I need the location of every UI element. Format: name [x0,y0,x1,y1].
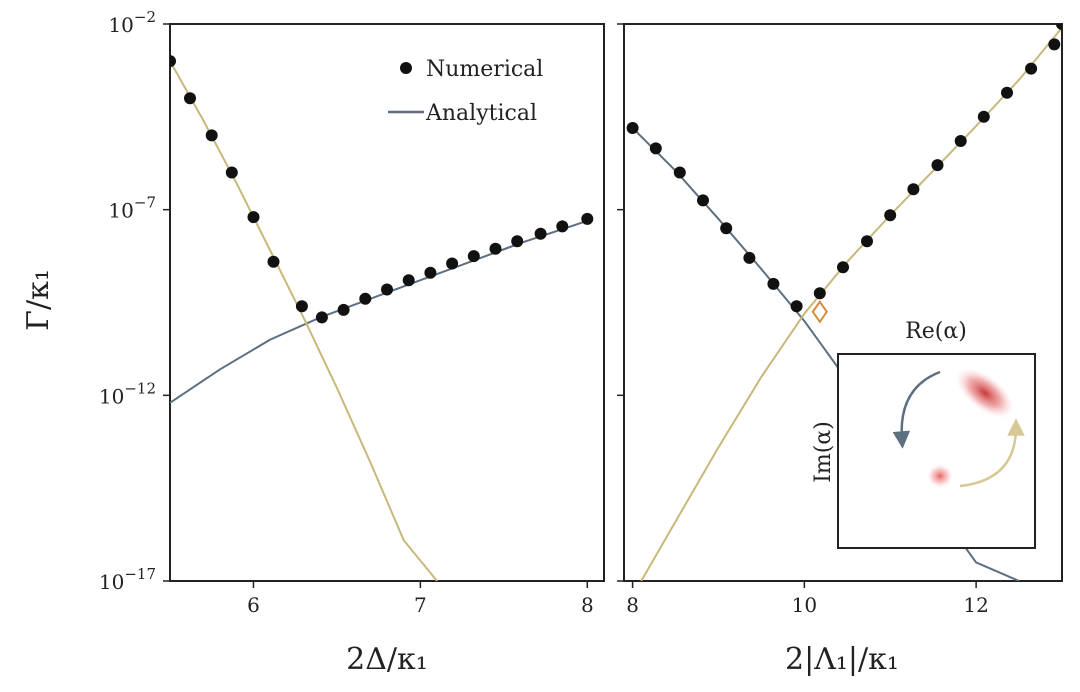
left-x-tick-label: 6 [247,593,260,617]
right-data-point [884,209,897,222]
left-data-point [315,311,328,324]
inset-arrow-tan [959,418,1025,488]
legend-numerical-marker [400,62,412,74]
right-data-point [931,159,944,172]
right-panel: 8 10 12 2|Λ₁|/κ₁ [617,23,1063,677]
inset-y-label: Im(α) [811,421,836,483]
right-data-point [861,235,873,248]
right-data-point [1048,38,1061,51]
right-data-point [720,222,733,235]
left-data-point [467,250,480,263]
y-tick-label: 10−17 [99,565,156,594]
left-data-point [424,266,437,279]
right-data-point [790,300,803,313]
left-data-point [170,55,176,68]
right-x-tick-label: 10 [792,593,817,617]
left-data-point [402,274,415,287]
inset-lobe-upper [956,368,1014,418]
left-data-point [359,292,372,305]
inset: Re(α) Im(α) [811,319,1036,549]
y-tick-label: 10−2 [108,8,156,37]
legend-analytical-label: Analytical [425,101,537,126]
inset-lobe-lower [927,464,953,488]
right-data-point [626,122,639,134]
left-data-point [446,257,459,270]
left-data-point [581,212,594,225]
right-x-axis-label: 2|Λ₁|/κ₁ [785,642,899,677]
y-axis-label: Γ/κ₁ [21,269,56,331]
left-panel: 6 7 8 10−2 10−7 10−12 10−17 2Δ/κ₁ Numerical An… [99,8,605,677]
left-data-point [381,283,393,296]
legend: Numerical Analytical [388,57,543,126]
left-data-point [489,242,502,255]
left-curve-slate [170,219,588,404]
right-data-point [1025,62,1038,75]
left-data-point [295,300,308,313]
inset-frame [837,353,1036,549]
left-curve-tan [170,60,438,581]
left-data-point [267,255,280,268]
left-data-point [247,211,260,224]
inset-x-label: Re(α) [905,319,967,344]
right-x-tick-label: 8 [626,593,639,617]
right-data-point [907,183,920,196]
right-crossing-marker [811,300,829,324]
right-data-point [649,142,662,155]
left-data-point [184,92,196,105]
right-data-point [1056,24,1062,30]
left-data-point [225,166,238,179]
right-data-point [697,194,709,207]
inset-arrow-slate [892,370,941,449]
left-data-point [205,129,218,142]
right-data-point [767,277,780,290]
y-tick-label: 10−7 [108,194,156,223]
right-data-point [1001,86,1013,99]
right-data-point [837,261,849,274]
left-data-point [534,227,547,240]
left-data-point [511,235,524,248]
y-tick-label: 10−12 [99,379,156,408]
right-data-point [954,135,967,147]
right-x-tick-label: 12 [963,593,988,617]
left-x-tick-label: 8 [581,593,594,617]
right-data-point [813,287,826,300]
left-plot-frame [169,23,605,582]
legend-numerical-label: Numerical [426,57,543,82]
left-data-point [337,303,350,316]
right-data-point [743,251,756,264]
right-data-point [977,110,990,123]
right-data-point [673,166,686,179]
right-curve-tan [640,27,1062,581]
left-x-axis-label: 2Δ/κ₁ [346,642,428,677]
left-x-tick-label: 7 [414,593,427,617]
left-data-point [556,220,569,233]
right-plot-frame [623,23,1063,582]
